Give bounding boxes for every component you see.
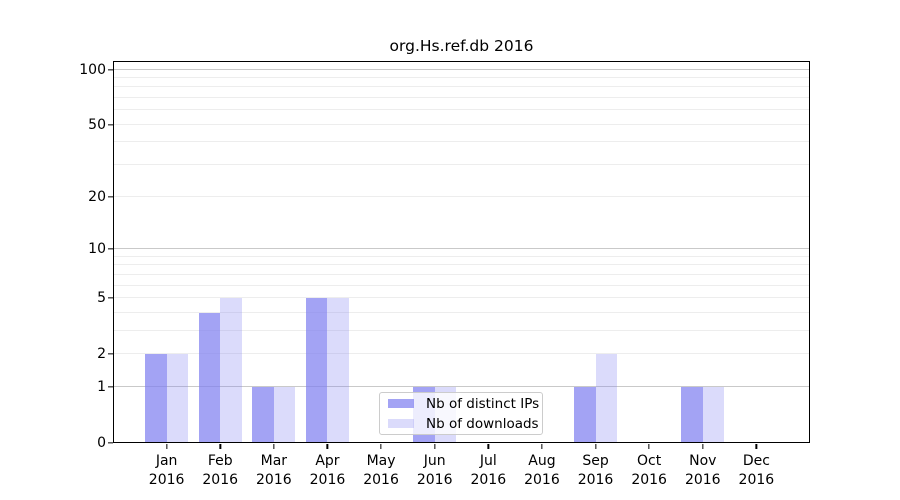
gridline-y-50 <box>113 123 810 125</box>
x-tick-label-aug: Aug 2016 <box>524 453 560 488</box>
plot-area: Nb of distinct IPs Nb of downloads <box>113 61 810 443</box>
legend-swatch-downloads-icon <box>388 419 414 428</box>
legend-swatch-distinct-ips-icon <box>388 399 414 408</box>
gridline-y-2 <box>113 353 810 355</box>
y-tick-label-20: 20 <box>88 188 106 205</box>
gridline-y-5 <box>113 297 810 298</box>
x-tick-label-feb: Feb 2016 <box>202 453 239 488</box>
x-tick-label-sep: Sep 2016 <box>577 453 614 488</box>
x-tick-label-dec: Dec 2016 <box>738 453 775 488</box>
x-tick-label-jan: Jan 2016 <box>148 453 185 488</box>
x-tick-label-may: May 2016 <box>363 453 399 488</box>
x-axis: Jan 2016 Feb 2016 Mar 2016 Apr 2016 May 2016… <box>113 443 810 493</box>
gridline-y-70 <box>113 97 810 99</box>
x-tick-mark-jul <box>487 444 489 449</box>
gridline-y-3 <box>113 329 810 331</box>
bar-jan-ips <box>145 354 167 443</box>
y-tick-label-1: 1 <box>97 378 106 395</box>
y-tick-label-100: 100 <box>79 61 106 78</box>
x-tick-label-oct: Oct 2016 <box>631 453 667 488</box>
x-tick-mark-nov <box>702 444 704 449</box>
bar-nov-downloads <box>702 386 725 443</box>
y-tick-label-50: 50 <box>88 116 106 133</box>
bar-mar-downloads <box>273 386 296 443</box>
legend-label-distinct-ips: Nb of distinct IPs <box>426 395 540 412</box>
bar-jan-downloads <box>166 354 189 443</box>
y-tick-label-0: 0 <box>97 435 106 451</box>
bar-mar-ips <box>252 386 274 443</box>
chart-title: org.Hs.ref.db 2016 <box>389 37 534 55</box>
bar-sep-downloads <box>595 354 617 443</box>
gridline-y-4 <box>113 311 810 313</box>
legend: Nb of distinct IPs Nb of downloads <box>379 392 543 435</box>
gridline-y-1 <box>113 385 810 387</box>
x-tick-mark-apr <box>326 444 329 449</box>
x-tick-mark-sep <box>594 444 597 449</box>
y-tick-mark-50 <box>108 124 113 126</box>
y-tick-mark-5 <box>108 297 113 299</box>
y-axis: 0 1 2 5 10 20 50 100 <box>0 61 106 452</box>
gridline-y-100 <box>113 68 810 70</box>
legend-item-downloads: Nb of downloads <box>388 415 539 432</box>
y-tick-mark-2 <box>108 353 113 355</box>
y-tick-label-10: 10 <box>88 240 106 257</box>
bar-feb-ips <box>198 312 221 443</box>
y-tick-label-2: 2 <box>97 346 106 363</box>
x-tick-mark-mar <box>273 444 275 449</box>
gridline-y-60 <box>113 109 810 111</box>
gridline-y-9 <box>113 255 810 257</box>
x-tick-label-nov: Nov 2016 <box>684 453 721 488</box>
x-tick-label-apr: Apr 2016 <box>309 453 346 488</box>
bar-apr-downloads <box>327 298 349 443</box>
bar-feb-downloads <box>220 298 242 443</box>
gridline-y-90 <box>113 76 810 78</box>
y-tick-mark-10 <box>108 248 113 250</box>
gridline-y-80 <box>113 86 810 88</box>
x-tick-mark-may <box>380 444 382 449</box>
x-tick-label-jul: Jul 2016 <box>470 453 507 488</box>
y-axis-ticks <box>108 61 113 444</box>
gridline-y-7 <box>113 273 810 275</box>
gridline-y-10 <box>113 247 810 249</box>
x-tick-mark-jan <box>165 444 168 449</box>
y-tick-mark-1 <box>108 386 113 388</box>
gridline-y-6 <box>113 284 810 286</box>
x-tick-mark-aug <box>541 444 543 449</box>
legend-label-downloads: Nb of downloads <box>426 415 539 432</box>
y-tick-mark-100 <box>108 68 113 71</box>
x-tick-label-jun: Jun 2016 <box>416 453 453 488</box>
y-tick-label-5: 5 <box>97 289 106 306</box>
gridline-y-20 <box>113 195 810 197</box>
x-tick-mark-feb <box>219 444 221 449</box>
x-tick-mark-dec <box>755 444 758 449</box>
y-tick-mark-0 <box>108 442 113 444</box>
gridline-y-30 <box>113 164 810 166</box>
bar-sep-ips <box>574 386 596 443</box>
legend-item-distinct-ips: Nb of distinct IPs <box>388 395 539 412</box>
x-tick-mark-oct <box>648 444 650 449</box>
bar-apr-ips <box>306 298 328 443</box>
bar-nov-ips <box>681 386 703 443</box>
gridline-y-40 <box>113 141 810 143</box>
x-tick-mark-jun <box>434 444 436 449</box>
gridline-y-8 <box>113 264 810 266</box>
x-tick-label-mar: Mar 2016 <box>256 453 292 488</box>
y-tick-mark-20 <box>108 195 113 198</box>
